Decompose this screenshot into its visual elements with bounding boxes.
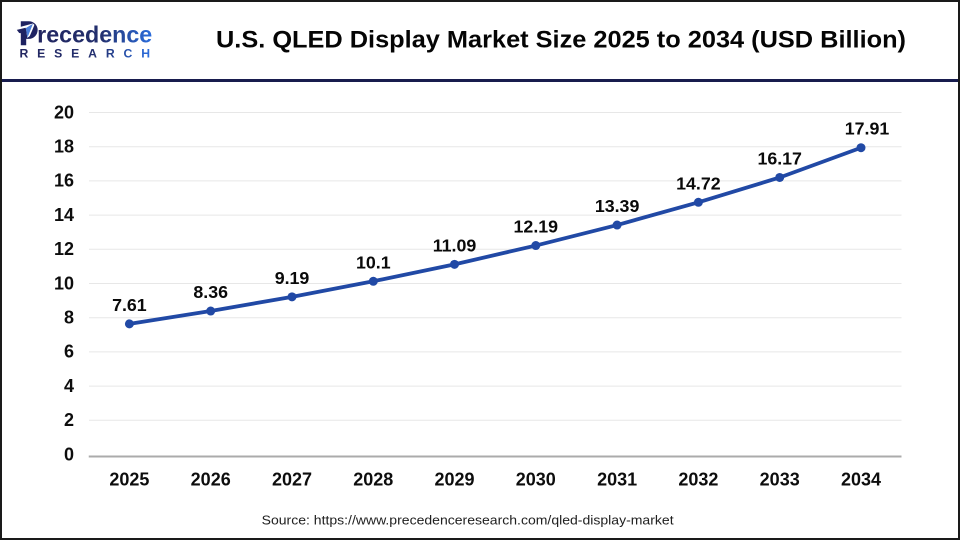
svg-text:2025: 2025 [109,470,149,490]
svg-text:14.72: 14.72 [676,173,721,193]
svg-text:2030: 2030 [516,470,556,490]
svg-text:17.91: 17.91 [845,119,890,139]
svg-text:10.1: 10.1 [356,252,391,272]
svg-text:9.19: 9.19 [275,268,310,288]
svg-text:4: 4 [64,376,74,396]
svg-text:8.36: 8.36 [193,282,228,302]
svg-text:0: 0 [64,444,74,464]
svg-text:2026: 2026 [191,470,231,490]
svg-text:12.19: 12.19 [514,217,559,237]
svg-text:7.61: 7.61 [112,295,147,315]
svg-text:U.S. QLED Display Market Size: U.S. QLED Display Market Size 2025 to 20… [216,27,906,54]
svg-text:2031: 2031 [597,470,637,490]
svg-text:2034: 2034 [841,470,881,490]
svg-text:2033: 2033 [760,470,800,490]
svg-text:recedence: recedence [37,22,152,48]
svg-text:14: 14 [54,205,74,225]
svg-text:2029: 2029 [434,470,474,490]
svg-text:6: 6 [64,342,74,362]
svg-text:18: 18 [54,137,74,157]
svg-text:Source: https://www.precedence: Source: https://www.precedenceresearch.c… [262,512,674,527]
svg-text:20: 20 [54,102,74,122]
svg-text:2027: 2027 [272,470,312,490]
svg-text:13.39: 13.39 [595,196,640,216]
svg-text:8: 8 [64,308,74,328]
svg-text:10: 10 [54,273,74,293]
svg-text:16: 16 [54,171,74,191]
svg-text:16.17: 16.17 [757,148,802,168]
svg-text:11.09: 11.09 [433,235,477,255]
svg-text:12: 12 [54,239,74,259]
svg-text:2: 2 [64,410,74,430]
svg-text:2032: 2032 [678,470,718,490]
svg-text:2028: 2028 [353,470,393,490]
